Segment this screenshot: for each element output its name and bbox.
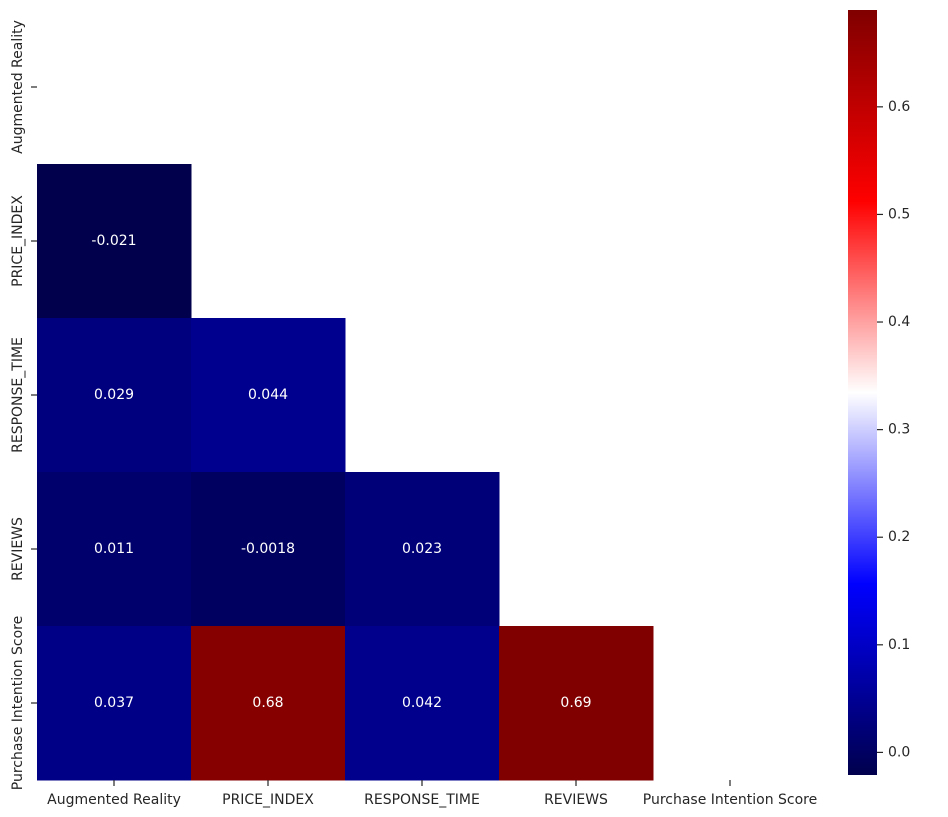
colorbar [848,10,877,775]
heatmap-cell [191,626,346,781]
heatmap-cell [37,318,192,473]
cell-label: -0.0018 [241,541,295,557]
heatmap-cell [37,164,192,319]
colorbar-tick-label: 0.3 [888,422,910,438]
x-tick-label: RESPONSE_TIME [364,792,480,808]
y-tick-label: Purchase Intention Score [10,616,26,790]
cell-label: 0.029 [94,387,134,403]
cell-label: 0.037 [94,695,134,711]
heatmap-cell [191,472,346,627]
y-tick-label: REVIEWS [10,517,26,581]
cell-label: 0.044 [248,387,288,403]
cell-label: 0.69 [560,695,591,711]
colorbar-tick-label: 0.4 [888,314,910,330]
cell-label: 0.011 [94,541,134,557]
colorbar-tick-label: 0.2 [888,529,910,545]
heatmap-cell [191,318,346,473]
x-tick-label: PRICE_INDEX [222,792,314,808]
cell-label: 0.042 [402,695,442,711]
colorbar-tick-label: 0.6 [888,99,910,115]
colorbar-tick-label: 0.0 [888,744,910,760]
heatmap-cell [37,472,192,627]
x-tick-label: REVIEWS [544,792,608,808]
y-tick-label: PRICE_INDEX [10,195,26,287]
x-tick-label: Augmented Reality [47,792,181,808]
heatmap-cell [499,626,654,781]
cell-label: 0.023 [402,541,442,557]
x-tick-label: Purchase Intention Score [643,792,817,808]
heatmap-cell [37,626,192,781]
colorbar-tick-label: 0.1 [888,637,910,653]
colorbar-tick-label: 0.5 [888,206,910,222]
y-tick-label: Augmented Reality [10,20,26,154]
heatmap-cell [345,472,500,627]
cell-label: -0.021 [91,233,136,249]
cell-label: 0.68 [252,695,283,711]
y-tick-label: RESPONSE_TIME [10,337,26,453]
heatmap-cell [345,626,500,781]
